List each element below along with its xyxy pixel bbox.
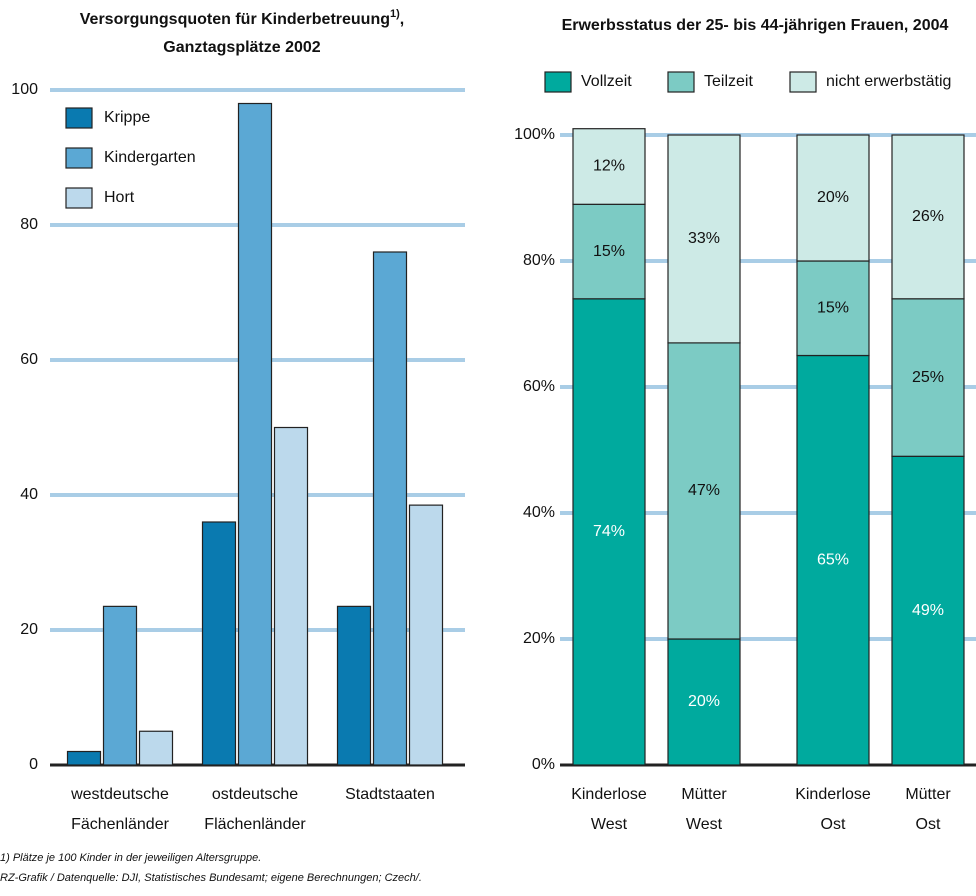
legend-label: Vollzeit [581,73,632,90]
legend-label: Teilzeit [704,73,753,90]
bar-segment [667,134,741,344]
x-tick-label: Mütter [905,786,951,803]
legend-swatch [65,147,93,169]
x-tick-label: Ost [916,816,941,833]
bar [408,504,444,766]
x-tick-label: Mütter [681,786,727,803]
x-tick-label: Kinderlose [795,786,871,803]
legend-swatch [65,107,93,129]
legend-swatch [544,71,572,93]
y-tick-label: 60% [523,378,555,395]
y-tick-label: 0% [532,756,555,773]
x-tick-label: ostdeutsche [212,786,298,803]
footnote: 1) Plätze je 100 Kinder in der jeweilige… [0,852,261,864]
chart-title: Erwerbsstatus der 25- bis 44-jährigen Fr… [562,17,949,34]
legend-label: nicht erwerbstätig [826,73,951,90]
value-label: 15% [593,243,625,260]
value-label: 65% [817,551,849,568]
y-tick-label: 0 [29,756,38,773]
bar [201,521,237,766]
bar-segment [572,203,646,300]
value-label: 20% [688,693,720,710]
y-tick-label: 40 [20,486,38,503]
title-part: Versorgungsquoten für Kinderbetreuung [80,11,390,28]
value-label: 74% [593,523,625,540]
bar-segment [796,260,870,357]
bar [138,730,174,766]
bar [237,102,273,766]
value-label: 25% [912,369,944,386]
bar-segment [891,134,965,300]
chart-title: Ganztagsplätze 2002 [163,39,321,56]
chart-title: Versorgungsquoten für Kinderbetreuung1), [80,8,404,28]
bar-segment [572,128,646,205]
y-tick-label: 100% [514,126,555,143]
y-tick-label: 20% [523,630,555,647]
bar [102,605,138,766]
x-tick-label: Ost [821,816,846,833]
y-tick-label: 60 [20,351,38,368]
x-tick-label: West [591,816,628,833]
value-label: 33% [688,230,720,247]
y-tick-label: 100 [11,81,38,98]
legend-swatch [789,71,817,93]
x-tick-label: Fächenländer [71,816,170,833]
legend-label: Hort [104,189,135,206]
value-label: 49% [912,602,944,619]
footnote: RZ-Grafik / Datenquelle: DJI, Statistisc… [0,872,422,884]
bar [372,251,408,766]
legend-swatch [667,71,695,93]
y-tick-label: 40% [523,504,555,521]
legend-swatch [65,187,93,209]
value-label: 12% [593,158,625,175]
y-tick-label: 80% [523,252,555,269]
legend-label: Krippe [104,109,150,126]
y-tick-label: 80 [20,216,38,233]
value-label: 20% [817,189,849,206]
x-tick-label: West [686,816,723,833]
bar-segment [796,134,870,262]
x-tick-label: Flächenländer [204,816,306,833]
value-label: 15% [817,299,849,316]
y-tick-label: 20 [20,621,38,638]
bar-segment [891,298,965,457]
bar-segment [667,342,741,640]
x-tick-label: Kinderlose [571,786,647,803]
title-part: , [400,11,404,28]
bar [336,605,372,766]
bar [273,426,309,766]
legend-label: Kindergarten [104,149,196,166]
bar [66,750,102,766]
x-tick-label: Stadtstaaten [345,786,435,803]
bar-segment [572,298,646,766]
title-part: 1) [390,8,400,20]
value-label: 26% [912,208,944,225]
x-tick-label: westdeutsche [70,786,169,803]
value-label: 47% [688,482,720,499]
